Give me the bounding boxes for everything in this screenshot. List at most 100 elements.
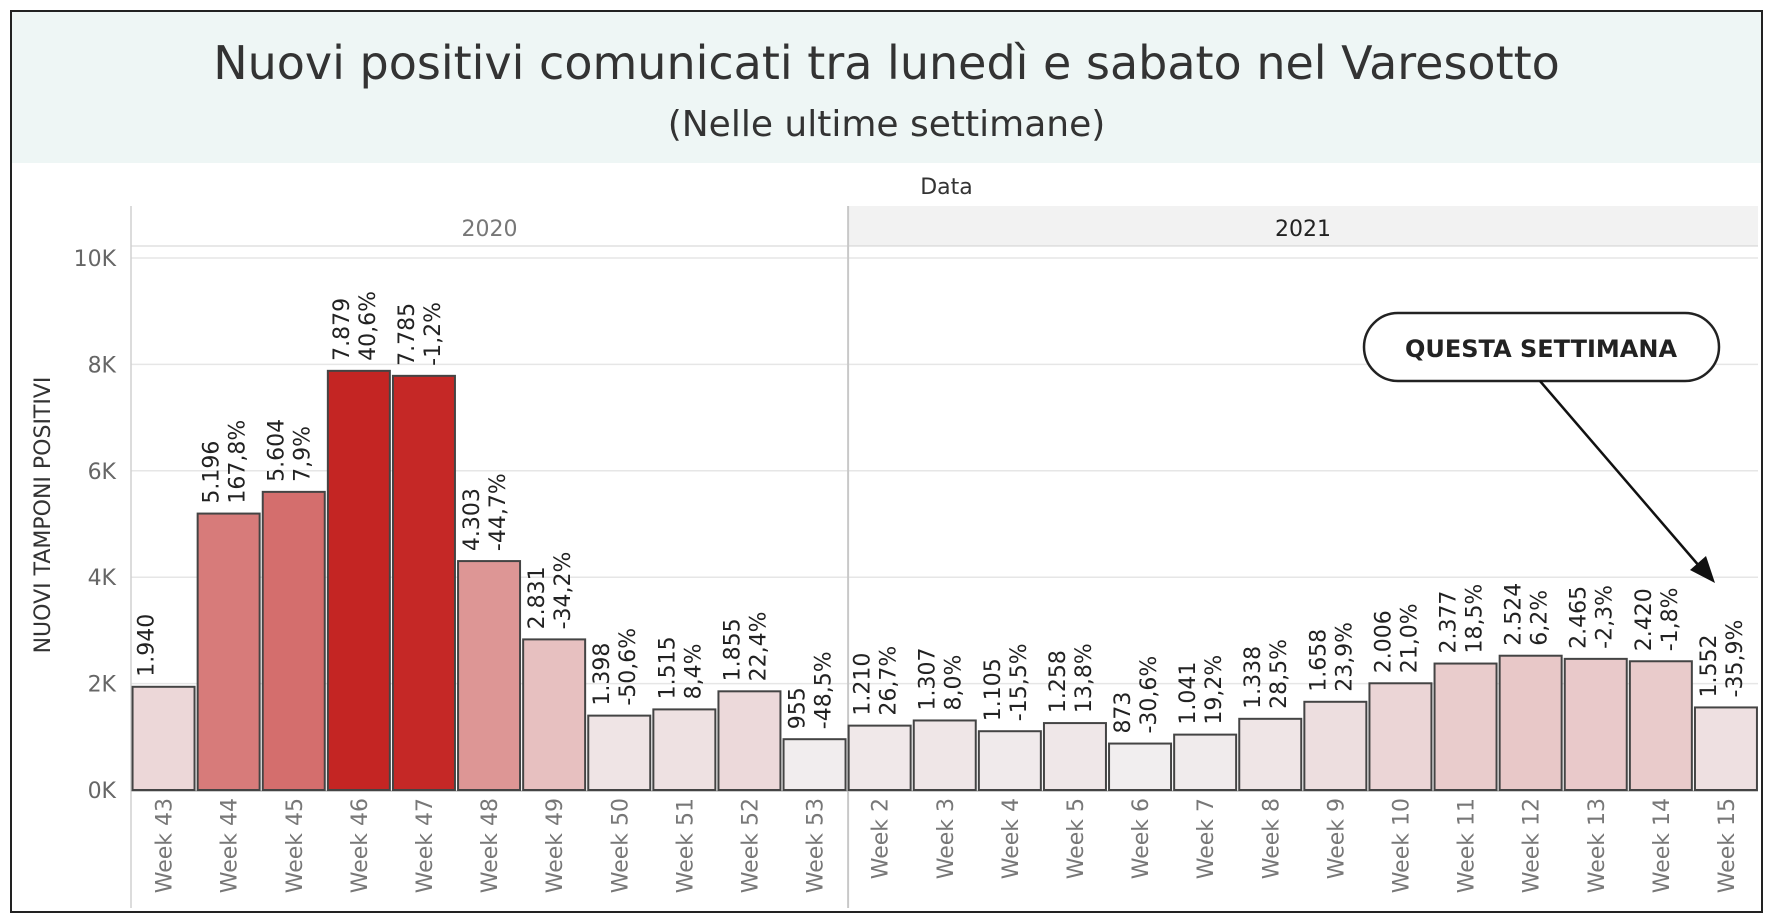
bar-2021-week-2	[847, 724, 912, 791]
y-tick-label: 6K	[88, 460, 117, 485]
bar-value-label: 1.552	[1697, 634, 1722, 697]
bar-value-label: 1.041	[1176, 662, 1201, 725]
bar-change-label: -48,5%	[812, 651, 837, 729]
x-tick-label: Week 3	[934, 798, 959, 879]
bar-2020-week-51	[652, 708, 717, 791]
bar-2020-week-49	[522, 638, 587, 792]
bar-2021-week-11	[1433, 662, 1498, 791]
annotation-arrow-line	[1539, 380, 1701, 568]
bar-change-label: -1,8%	[1658, 587, 1683, 651]
x-tick-label: Week 15	[1715, 798, 1740, 893]
bar-change-label: 19,2%	[1202, 655, 1227, 725]
bar-change-label: -35,9%	[1723, 620, 1748, 698]
bar-change-label: -30,6%	[1137, 656, 1162, 734]
bar-change-label: -1,2%	[421, 302, 446, 366]
bar-2020-week-50	[587, 714, 652, 791]
bar-value-label: 873	[1111, 692, 1136, 734]
x-tick-label: Week 13	[1585, 798, 1610, 893]
bar-2021-week-4	[977, 730, 1042, 791]
x-tick-label: Week 10	[1389, 798, 1414, 893]
y-tick-label: 10K	[74, 247, 117, 272]
annotation-text: QUESTA SETTIMANA	[1405, 335, 1677, 363]
bar-value-label: 5.604	[265, 419, 290, 482]
bar-2020-week-44	[196, 512, 261, 791]
y-tick-label: 8K	[88, 353, 117, 378]
bar-value-label: 2.377	[1437, 591, 1462, 654]
bar-value-label: 2.465	[1567, 586, 1592, 649]
bar-change-label: 6,2%	[1528, 590, 1553, 646]
bar-2020-week-45	[261, 490, 326, 791]
x-tick-label: Week 6	[1129, 798, 1154, 879]
x-tick-label: Week 46	[348, 798, 373, 893]
bar-value-label: 2.524	[1502, 583, 1527, 646]
y-tick-label: 0K	[88, 779, 117, 804]
bar-value-label: 955	[786, 687, 811, 729]
bar-2020-week-46	[326, 369, 391, 791]
bar-value-label: 4.303	[460, 488, 485, 551]
chart-title: Nuovi positivi comunicati tra lunedì e s…	[213, 36, 1560, 90]
x-tick-label: Week 12	[1520, 798, 1545, 893]
x-tick-label: Week 14	[1650, 798, 1675, 893]
bar-2021-week-12	[1498, 654, 1563, 791]
bar-value-label: 7.879	[330, 298, 355, 361]
chart-subtitle: (Nelle ultime settimane)	[667, 104, 1106, 145]
x-tick-label: Week 9	[1324, 798, 1349, 879]
bar-2020-week-52	[717, 690, 782, 792]
x-tick-label: Week 2	[869, 798, 894, 879]
bar-2021-week-7	[1173, 733, 1238, 791]
y-tick-label: 4K	[88, 566, 117, 591]
bar-2020-week-47	[391, 374, 456, 791]
x-tick-label: Week 51	[673, 798, 698, 893]
bar-2020-week-48	[457, 560, 522, 791]
y-axis-title: NUOVI TAMPONI POSITIVI	[31, 377, 56, 654]
bar-change-label: 28,5%	[1267, 639, 1292, 709]
bar-value-label: 1.940	[135, 614, 160, 677]
chart-header: Nuovi positivi comunicati tra lunedì e s…	[12, 12, 1761, 163]
year-header-2020: 2020	[462, 217, 518, 242]
bar-change-label: 26,7%	[877, 646, 902, 716]
bar-value-label: 2.831	[525, 566, 550, 629]
bar-value-label: 2.420	[1632, 588, 1657, 651]
bar-2020-week-43	[131, 685, 196, 791]
bar-2021-week-5	[1042, 722, 1107, 791]
bar-2021-week-10	[1368, 682, 1433, 792]
bar-2021-week-14	[1628, 660, 1693, 791]
x-tick-label: Week 49	[543, 798, 568, 893]
bar-change-label: 23,9%	[1332, 622, 1357, 692]
bar-value-label: 5.196	[200, 441, 225, 504]
x-tick-label: Week 5	[1064, 798, 1089, 879]
x-tick-label: Week 44	[218, 798, 243, 893]
x-tick-label: Week 47	[413, 798, 438, 893]
x-tick-label: Week 53	[804, 798, 829, 893]
x-tick-label: Week 43	[153, 798, 178, 893]
x-tick-label: Week 4	[999, 798, 1024, 879]
bar-change-label: -2,3%	[1593, 585, 1618, 649]
bar-value-label: 1.338	[1241, 646, 1266, 709]
bar-change-label: 167,8%	[226, 420, 251, 504]
bar-change-label: -50,6%	[616, 628, 641, 706]
bar-value-label: 1.658	[1306, 629, 1331, 692]
bar-change-label: 8,0%	[942, 655, 967, 711]
x-tick-label: Week 7	[1194, 798, 1219, 879]
bar-change-label: 22,4%	[746, 611, 771, 681]
bar-2021-week-3	[912, 719, 977, 791]
bar-change-label: -15,5%	[1007, 643, 1032, 721]
y-tick-label: 2K	[88, 673, 117, 698]
bar-value-label: 1.855	[720, 618, 745, 681]
x-tick-label: Week 45	[283, 798, 308, 893]
bar-change-label: 13,8%	[1072, 643, 1097, 713]
bar-value-label: 1.210	[851, 653, 876, 716]
x-tick-label: Week 8	[1259, 798, 1284, 879]
year-header-bg-2021	[848, 206, 1758, 246]
bar-value-label: 1.258	[1046, 650, 1071, 713]
bar-2021-week-8	[1238, 717, 1303, 792]
year-header-2021: 2021	[1275, 217, 1331, 242]
bar-2021-week-15	[1693, 706, 1758, 791]
bar-change-label: 7,9%	[291, 426, 316, 482]
bar-value-label: 1.515	[655, 636, 680, 699]
bar-change-label: -44,7%	[486, 473, 511, 551]
bar-2021-week-13	[1563, 657, 1628, 791]
bar-change-label: 40,6%	[356, 291, 381, 361]
x-tick-label: Week 50	[608, 798, 633, 893]
